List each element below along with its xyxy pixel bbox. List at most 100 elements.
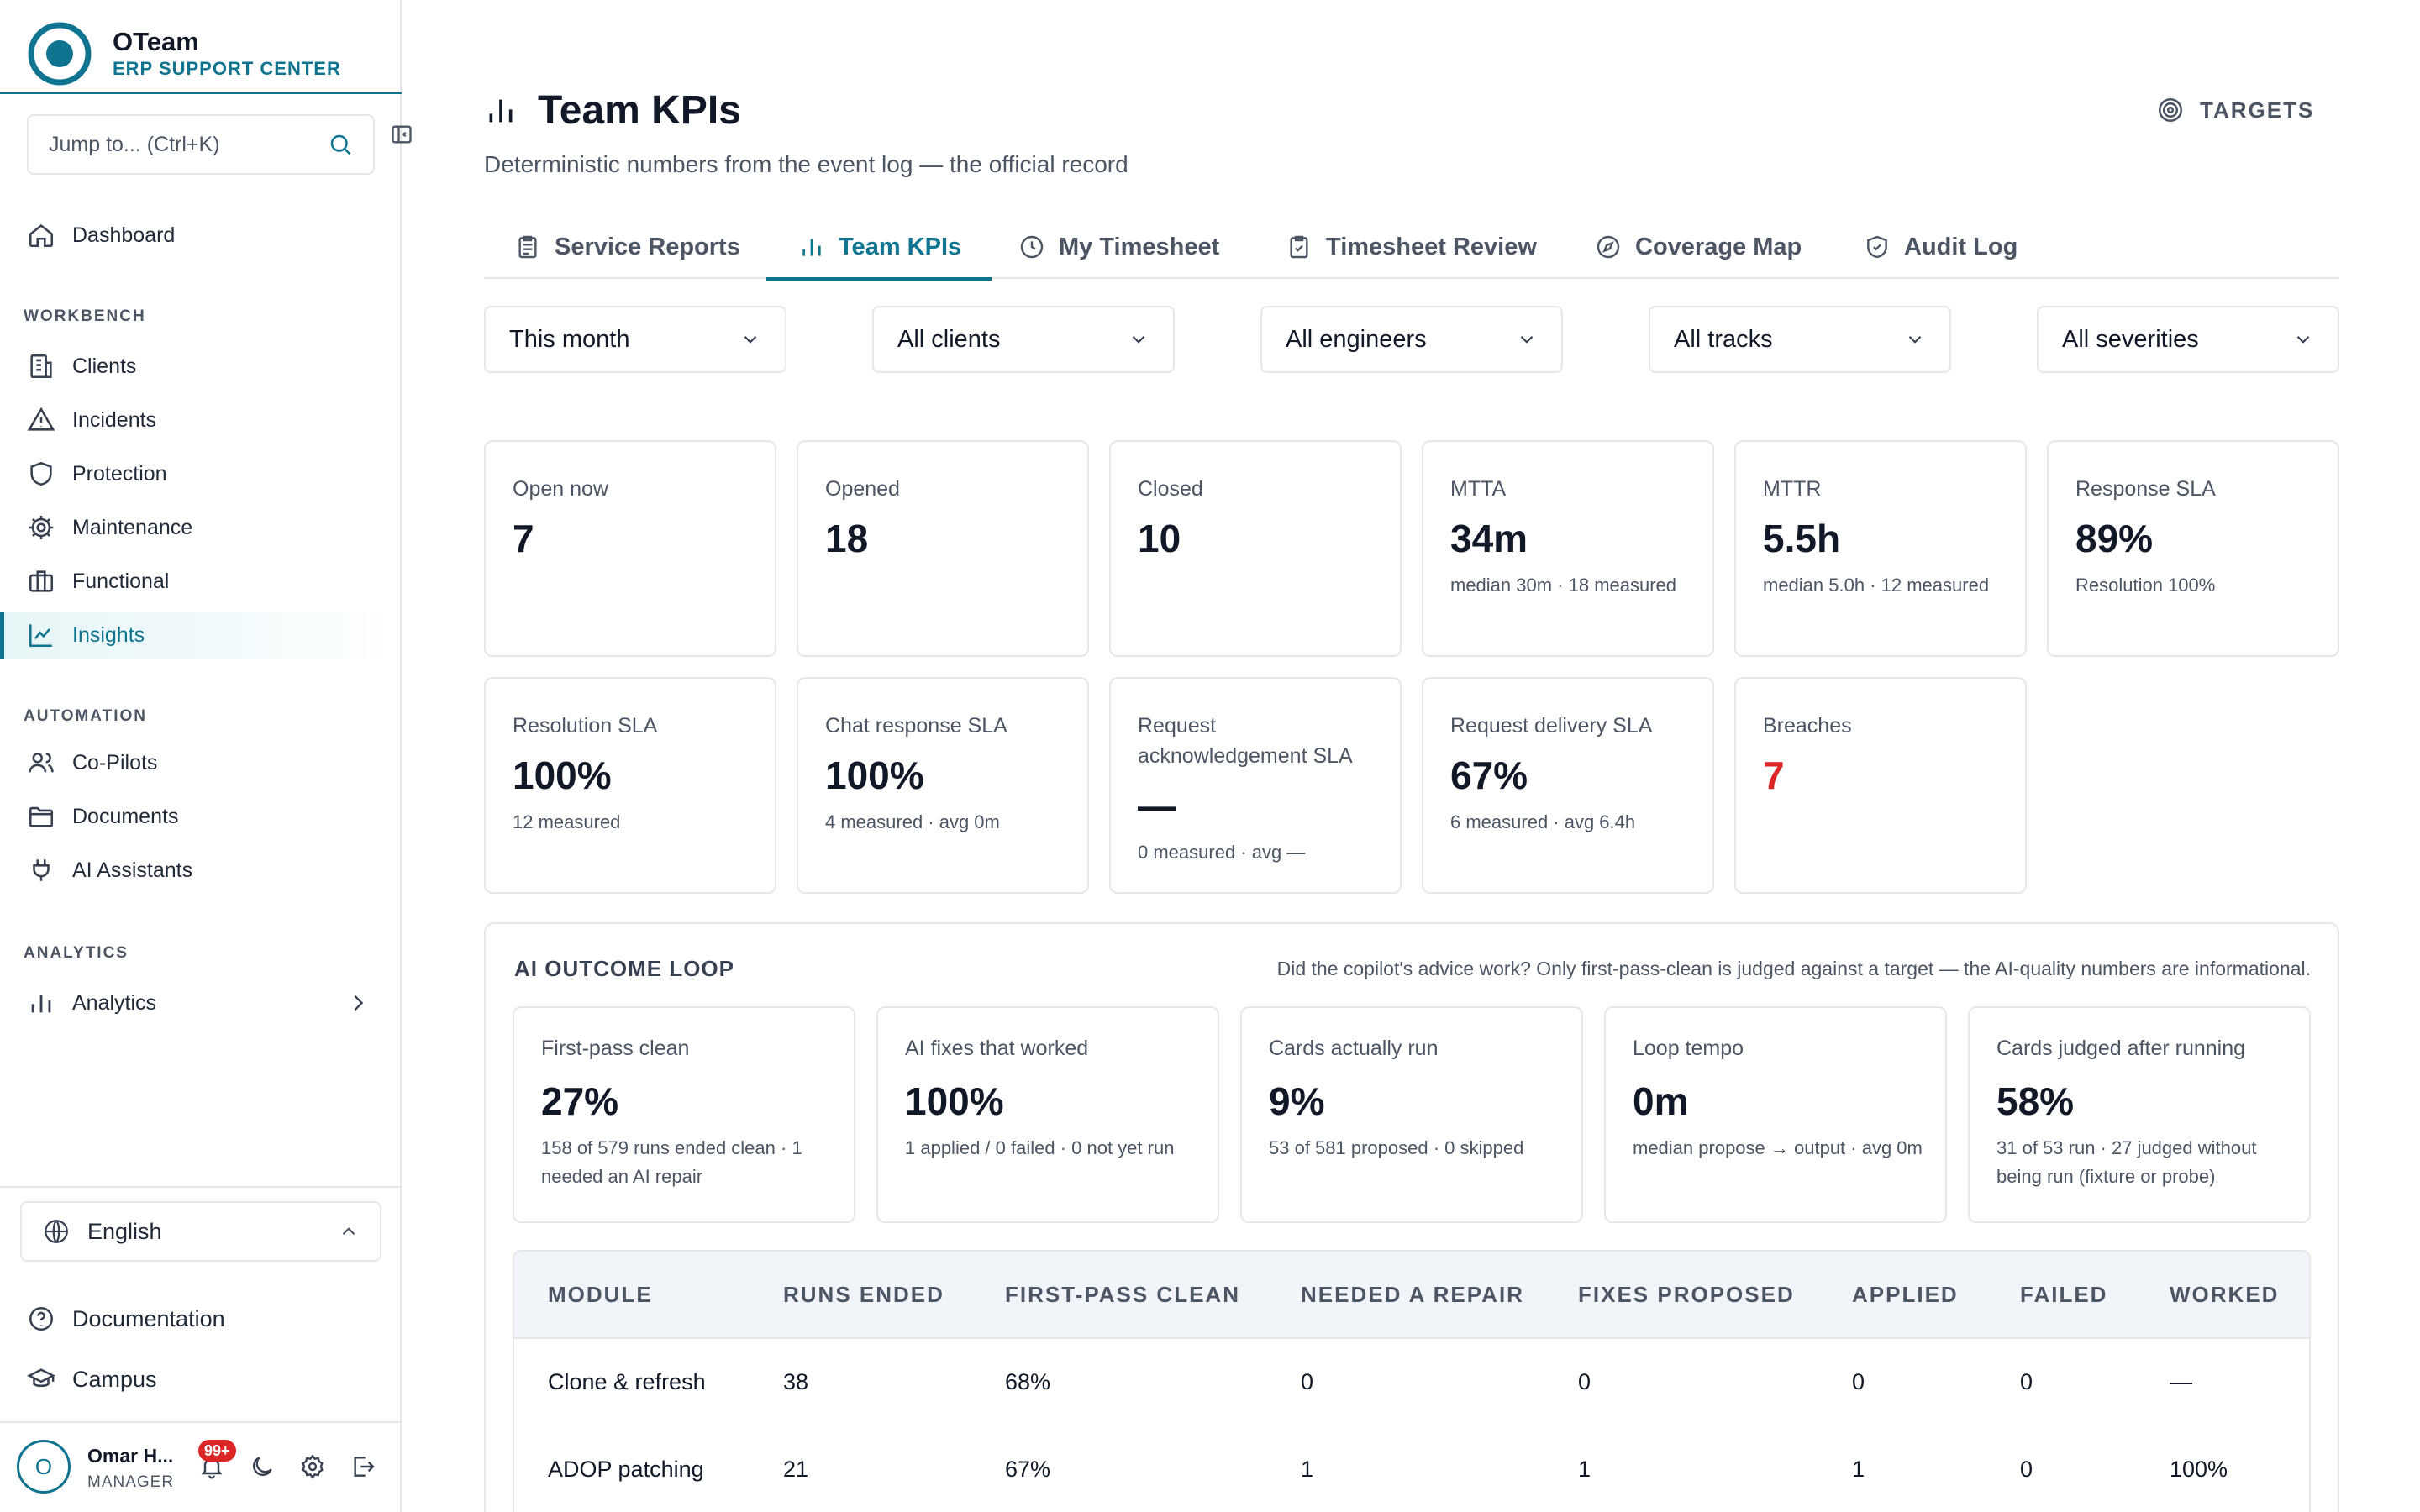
kpi-note: median propose → output · avg 0m: [1633, 1137, 1923, 1158]
kpi-value: 100%: [513, 753, 612, 797]
jump-to-search[interactable]: Jump to... (Ctrl+K): [27, 114, 375, 175]
warning-icon: [27, 407, 55, 431]
app-subtitle: ERP SUPPORT CENTER: [113, 58, 341, 79]
sidebar-item-ai-assistants[interactable]: AI Assistants: [0, 847, 400, 894]
home-icon: [29, 224, 54, 248]
column-header[interactable]: FAILED: [2020, 1282, 2108, 1307]
chevron-down-icon: [1132, 335, 1145, 344]
chevron-right-icon[interactable]: [346, 991, 370, 1015]
shield-check-icon: [1867, 235, 1887, 259]
kpi-note: median 30m · 18 measured: [1450, 575, 1677, 596]
tab-team-kpis[interactable]: Team KPIs: [765, 215, 992, 281]
sidebar-item-analytics[interactable]: Analytics: [0, 979, 400, 1026]
kpi-note: 53 of 581 proposed · 0 skipped: [1269, 1137, 1524, 1158]
column-header[interactable]: APPLIED: [1852, 1282, 1959, 1307]
table-row[interactable]: Clone & refresh 38 68% 0 0 0 0 —: [514, 1339, 2309, 1426]
severity-filter[interactable]: All severities: [2037, 306, 2339, 373]
sidebar-item-label: Dashboard: [72, 223, 176, 247]
sidebar-item-incidents[interactable]: Incidents: [0, 396, 400, 444]
kpi-label: MTTR: [1763, 477, 1822, 501]
ai-card-judged-after-running: Cards judged after running 58% 31 of 53 …: [1968, 1006, 2311, 1223]
table-cell: 0: [1852, 1369, 1865, 1394]
settings-icon[interactable]: [299, 1453, 326, 1480]
kpi-value: 100%: [825, 753, 924, 797]
kpi-card-response-sla: Response SLA 89% Resolution 100%: [2047, 440, 2339, 657]
kpi-note: 6 measured · avg 6.4h: [1450, 811, 1636, 832]
sidebar-item-label: Analytics: [72, 990, 157, 1015]
campus-link[interactable]: Campus: [27, 1359, 157, 1399]
kpi-label: Response SLA: [2075, 477, 2216, 501]
tab-timesheet-review[interactable]: Timesheet Review: [1286, 215, 1537, 279]
kpi-label: MTTA: [1450, 477, 1507, 501]
tab-coverage-map[interactable]: Coverage Map: [1595, 215, 1802, 279]
column-header[interactable]: WORKED: [2170, 1282, 2280, 1307]
column-header[interactable]: FIXES PROPOSED: [1578, 1282, 1795, 1307]
period-filter[interactable]: This month: [484, 306, 786, 373]
chevron-up-icon: [342, 1227, 355, 1236]
kpi-value: 58%: [1996, 1079, 2075, 1123]
table-header: MODULE RUNS ENDED FIRST-PASS CLEAN NEEDE…: [514, 1252, 2309, 1339]
kpi-label: Opened: [825, 477, 900, 501]
logout-icon[interactable]: [350, 1453, 376, 1480]
ai-card-cards-run: Cards actually run 9% 53 of 581 proposed…: [1240, 1006, 1583, 1223]
kpi-card-request-delivery-sla: Request delivery SLA 67% 6 measured · av…: [1422, 677, 1714, 894]
column-header[interactable]: FIRST-PASS CLEAN: [1005, 1282, 1240, 1307]
panel-title: AI OUTCOME LOOP: [514, 956, 734, 981]
sidebar-item-co-pilots[interactable]: Co-Pilots: [0, 739, 400, 786]
track-filter[interactable]: All tracks: [1649, 306, 1951, 373]
sidebar-item-protection[interactable]: Protection: [0, 450, 400, 497]
kpi-note: 1 applied / 0 failed · 0 not yet run: [905, 1137, 1175, 1158]
sidebar-item-clients[interactable]: Clients: [0, 343, 400, 390]
column-header[interactable]: MODULE: [548, 1282, 653, 1307]
moon-icon[interactable]: [249, 1453, 276, 1480]
table-cell: 67%: [1005, 1457, 1051, 1482]
column-header[interactable]: RUNS ENDED: [783, 1282, 944, 1307]
kpi-value: 89%: [2075, 517, 2154, 560]
kpi-card-request-ack-sla: Request acknowledgement SLA — 0 measured…: [1109, 677, 1402, 894]
table-cell: 0: [1301, 1369, 1314, 1394]
kpi-value: 27%: [541, 1079, 619, 1123]
kpi-label: First-pass clean: [541, 1037, 690, 1060]
sidebar-item-insights[interactable]: Insights: [0, 612, 400, 659]
help-circle-icon: [29, 1306, 54, 1331]
documentation-link[interactable]: Documentation: [27, 1299, 225, 1339]
column-header[interactable]: NEEDED A REPAIR: [1301, 1282, 1524, 1307]
language-select[interactable]: English: [20, 1201, 381, 1262]
avatar[interactable]: O: [17, 1440, 71, 1494]
target-icon: [2158, 97, 2183, 123]
table-row[interactable]: ADOP patching 21 67% 1 1 1 0 100%: [514, 1426, 2309, 1512]
section-automation: AUTOMATION: [24, 707, 148, 725]
filter-value: All severities: [2062, 325, 2199, 353]
tab-my-timesheet[interactable]: My Timesheet: [1018, 215, 1219, 279]
page-header: Team KPIs: [484, 87, 741, 134]
clipboard-check-icon: [1290, 235, 1308, 259]
sidebar-item-label: Documents: [72, 804, 179, 828]
table-cell: Clone & refresh: [548, 1369, 706, 1394]
targets-button[interactable]: TARGETS: [2156, 96, 2314, 124]
brand[interactable]: OTeam ERP SUPPORT CENTER: [27, 15, 341, 92]
table-cell: 1: [1852, 1457, 1865, 1482]
filter-value: All tracks: [1674, 325, 1773, 353]
table-cell: 38: [783, 1369, 809, 1394]
sidebar-item-functional[interactable]: Functional: [0, 558, 400, 605]
sidebar-item-documents[interactable]: Documents: [0, 793, 400, 840]
tab-label: Audit Log: [1904, 233, 2018, 260]
kpi-note: Resolution 100%: [2075, 575, 2216, 596]
tab-audit-log[interactable]: Audit Log: [1864, 215, 2018, 279]
chevron-down-icon: [744, 335, 757, 344]
clipboard-icon: [518, 235, 537, 259]
sidebar-item-dashboard[interactable]: Dashboard: [0, 212, 400, 259]
engineer-filter[interactable]: All engineers: [1260, 306, 1563, 373]
tab-service-reports[interactable]: Service Reports: [514, 215, 740, 279]
clock-icon: [1020, 235, 1044, 259]
sidebar-item-maintenance[interactable]: Maintenance: [0, 504, 400, 551]
sidebar-collapse-icon[interactable]: [390, 123, 413, 146]
search-icon: [330, 134, 351, 155]
kpi-value: —: [1138, 784, 1176, 827]
table-cell: 1: [1301, 1457, 1314, 1482]
client-filter[interactable]: All clients: [872, 306, 1175, 373]
kpi-label: AI fixes that worked: [905, 1037, 1089, 1060]
page-subtitle: Deterministic numbers from the event log…: [484, 151, 1128, 177]
documentation-label: Documentation: [72, 1305, 225, 1331]
sidebar-item-label: Maintenance: [72, 515, 193, 539]
